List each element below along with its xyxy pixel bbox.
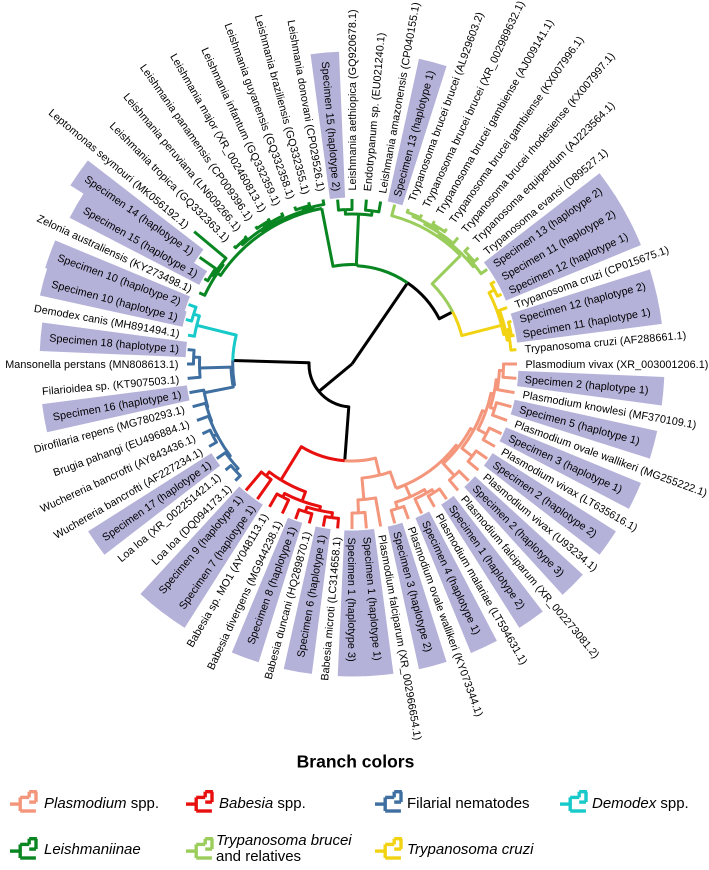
svg-text:Plasmodium vivax (XR_003001206: Plasmodium vivax (XR_003001206.1) bbox=[526, 359, 709, 371]
svg-text:Filarial nematodes: Filarial nematodes bbox=[407, 795, 530, 812]
svg-text:Babesia spp.: Babesia spp. bbox=[219, 795, 306, 812]
svg-text:Trypanosoma brucei: Trypanosoma brucei bbox=[216, 832, 352, 849]
svg-text:Leishmaniinae: Leishmaniinae bbox=[44, 841, 141, 858]
svg-text:and relatives: and relatives bbox=[216, 848, 301, 865]
svg-text:Specimen 1 (haplotype 3): Specimen 1 (haplotype 3) bbox=[345, 538, 357, 662]
svg-text:Mansonella perstans (MN808613.: Mansonella perstans (MN808613.1) bbox=[5, 359, 178, 371]
svg-text:Trypanosoma cruzi: Trypanosoma cruzi bbox=[407, 841, 534, 858]
svg-text:Branch colors: Branch colors bbox=[297, 752, 415, 772]
svg-text:Plasmodium spp.: Plasmodium spp. bbox=[44, 795, 159, 812]
svg-text:Leishmania aethiopica (GQ92067: Leishmania aethiopica (GQ920678.1) bbox=[347, 9, 359, 190]
svg-text:Demodex spp.: Demodex spp. bbox=[592, 795, 689, 812]
